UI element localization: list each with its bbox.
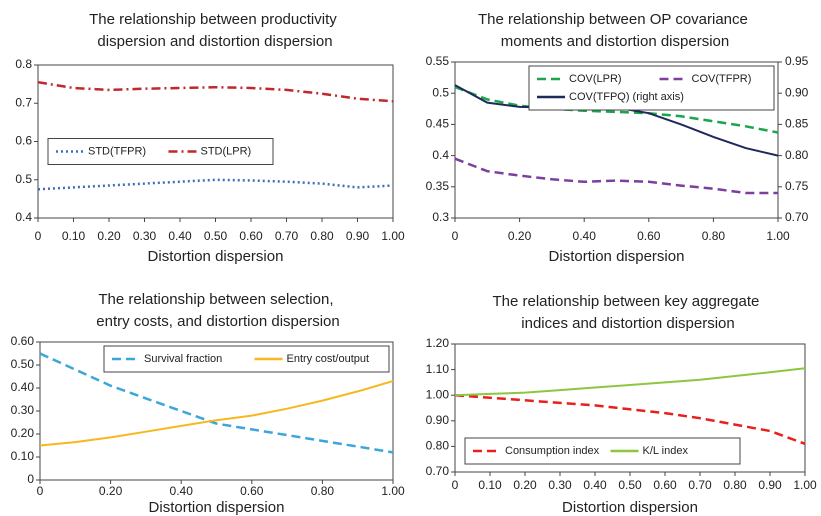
- legend-label: STD(LPR): [201, 145, 252, 157]
- chart-panel: The relationship between selection, entr…: [11, 291, 405, 516]
- series-line: [37, 80, 394, 103]
- series-line: [454, 157, 778, 195]
- x-tick-label: 0.60: [240, 484, 264, 498]
- series-line: [37, 178, 394, 191]
- x-tick-label: 0.70: [275, 229, 299, 243]
- legend-label: COV(TFPR): [692, 73, 752, 85]
- x-tick-label: 1.00: [381, 229, 405, 243]
- y-tick-label: 0: [27, 472, 34, 486]
- y-tick-label: 0.45: [426, 117, 450, 131]
- y-tick-label: 0.70: [426, 464, 450, 478]
- y-tick-label: 0.35: [426, 179, 450, 193]
- legend-label: K/L index: [643, 445, 689, 457]
- x-axis-title: Distortion dispersion: [149, 499, 285, 516]
- y-tick-label: 0.80: [426, 439, 450, 453]
- legend-label: COV(TFPQ) (right axis): [569, 91, 684, 103]
- x-tick-label: 0.80: [702, 229, 726, 243]
- legend-label: COV(LPR): [569, 73, 622, 85]
- x-tick-label: 0.50: [204, 229, 228, 243]
- x-tick-label: 0.20: [508, 229, 532, 243]
- y-tick-label: 0.7: [15, 95, 32, 109]
- chart-panel: The relationship between productivity di…: [15, 11, 405, 265]
- x-tick-label: 0.80: [311, 484, 335, 498]
- x-tick-label: 0.90: [758, 478, 782, 492]
- series-line: [454, 393, 806, 445]
- chart-panel: The relationship between OP covariance m…: [426, 11, 809, 265]
- y-tick-label: 0.4: [15, 210, 32, 224]
- x-axis-title: Distortion dispersion: [148, 248, 284, 265]
- legend-label: Entry cost/output: [287, 353, 370, 365]
- y-tick-label: 1.10: [426, 362, 450, 376]
- x-axis-title: Distortion dispersion: [562, 499, 698, 516]
- x-tick-label: 0.70: [688, 478, 712, 492]
- y-tick-label: 0.60: [11, 334, 35, 348]
- y-tick-label: 0.5: [432, 85, 449, 99]
- legend-box: [47, 138, 274, 165]
- x-tick-label: 0: [35, 229, 42, 243]
- x-tick-label: 0.60: [653, 478, 677, 492]
- x-tick-label: 0.90: [346, 229, 370, 243]
- x-tick-label: 0.10: [478, 478, 502, 492]
- y2-tick-label: 0.85: [785, 117, 809, 131]
- x-tick-label: 1.00: [381, 484, 405, 498]
- y-tick-label: 1.00: [426, 387, 450, 401]
- y2-tick-label: 0.80: [785, 148, 809, 162]
- plot-frame: [454, 61, 779, 219]
- y-tick-label: 0.8: [15, 57, 32, 71]
- x-tick-label: 0.60: [239, 229, 263, 243]
- series-line: [454, 367, 806, 397]
- x-tick-label: 0.40: [573, 229, 597, 243]
- x-tick-label: 0.10: [62, 229, 86, 243]
- chart-title: The relationship between key aggregate i…: [492, 293, 763, 332]
- x-tick-label: 0.60: [637, 229, 661, 243]
- x-tick-label: 0.20: [99, 484, 123, 498]
- legend-box: [528, 65, 775, 111]
- y-tick-label: 0.30: [11, 403, 35, 417]
- x-tick-label: 1.00: [793, 478, 817, 492]
- series-line: [39, 352, 394, 454]
- x-tick-label: 0.40: [170, 484, 194, 498]
- y-tick-label: 0.10: [11, 449, 35, 463]
- x-axis-title: Distortion dispersion: [549, 248, 685, 265]
- legend-box: [103, 345, 390, 373]
- legend-label: Consumption index: [505, 445, 600, 457]
- legend-label: STD(TFPR): [88, 145, 146, 157]
- y-tick-label: 0.90: [426, 413, 450, 427]
- x-tick-label: 0: [452, 229, 459, 243]
- x-tick-label: 0.30: [548, 478, 572, 492]
- chart-panel: The relationship between key aggregate i…: [426, 293, 817, 516]
- y-tick-label: 0.50: [11, 357, 35, 371]
- x-tick-label: 0.80: [723, 478, 747, 492]
- x-tick-label: 0.40: [168, 229, 192, 243]
- y2-tick-label: 0.70: [785, 210, 809, 224]
- y-tick-label: 0.40: [11, 380, 35, 394]
- y2-tick-label: 0.75: [785, 179, 809, 193]
- x-tick-label: 1.00: [766, 229, 790, 243]
- y-tick-label: 0.55: [426, 54, 450, 68]
- chart-title: The relationship between OP covariance m…: [478, 11, 752, 50]
- x-tick-label: 0.20: [97, 229, 121, 243]
- y-tick-label: 0.4: [432, 148, 449, 162]
- x-tick-label: 0: [37, 484, 44, 498]
- chart-title: The relationship between productivity di…: [89, 11, 341, 50]
- y2-tick-label: 0.95: [785, 54, 809, 68]
- y-tick-label: 0.6: [15, 134, 32, 148]
- legend-box: [464, 437, 741, 465]
- series-line: [454, 85, 779, 134]
- y-tick-label: 0.3: [432, 210, 449, 224]
- y-tick-label: 1.20: [426, 336, 450, 350]
- y-tick-label: 0.5: [15, 172, 32, 186]
- x-tick-label: 0.40: [583, 478, 607, 492]
- series-line: [39, 380, 394, 447]
- y2-tick-label: 0.90: [785, 85, 809, 99]
- legend-label: Survival fraction: [144, 353, 222, 365]
- chart-title: The relationship between selection, entr…: [96, 291, 339, 330]
- x-tick-label: 0: [452, 478, 459, 492]
- x-tick-label: 0.30: [133, 229, 157, 243]
- x-tick-label: 0.20: [513, 478, 537, 492]
- x-tick-label: 0.80: [310, 229, 334, 243]
- x-tick-label: 0.50: [618, 478, 642, 492]
- y-tick-label: 0.20: [11, 426, 35, 440]
